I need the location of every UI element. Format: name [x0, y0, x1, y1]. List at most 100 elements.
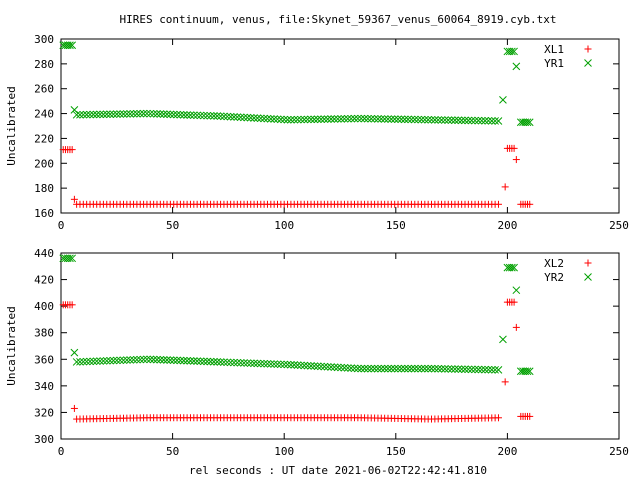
- data-point: [474, 365, 483, 374]
- data-point: [374, 115, 382, 123]
- data-point: [176, 356, 185, 365]
- data-point: [133, 109, 141, 118]
- y-tick-label: 400: [34, 300, 54, 313]
- data-point: [290, 361, 299, 369]
- data-point: [427, 115, 436, 124]
- data-point: [481, 365, 489, 374]
- y-tick-label: 220: [34, 132, 54, 145]
- x-tick-label: 0: [58, 219, 65, 232]
- data-point: [454, 365, 463, 373]
- data-point: [149, 109, 158, 118]
- data-point: [317, 115, 325, 124]
- data-point: [380, 115, 389, 123]
- data-point: [109, 110, 118, 119]
- data-point: [444, 365, 453, 373]
- data-point: [230, 113, 238, 121]
- data-point: [126, 110, 135, 118]
- series-XL2: [59, 298, 534, 423]
- data-point: [293, 361, 302, 369]
- data-point: [394, 364, 402, 373]
- plot-frame: [60, 38, 620, 214]
- data-point: [303, 361, 312, 370]
- data-point: [310, 362, 319, 370]
- data-point: [364, 114, 372, 123]
- data-point: [290, 115, 299, 124]
- x-tick-label: 200: [497, 219, 517, 232]
- data-point: [512, 156, 520, 164]
- data-point: [186, 111, 195, 119]
- data-point: [119, 110, 128, 118]
- data-point: [143, 109, 151, 118]
- data-point: [471, 116, 479, 125]
- data-point: [189, 111, 198, 120]
- data-point: [216, 358, 225, 366]
- data-point: [320, 115, 329, 124]
- data-point: [86, 357, 94, 366]
- data-point: [96, 110, 104, 119]
- data-point: [360, 114, 369, 123]
- data-point: [487, 365, 496, 374]
- data-point: [263, 114, 272, 123]
- data-point: [494, 117, 503, 125]
- data-point: [276, 360, 285, 369]
- data-point: [457, 365, 466, 374]
- data-point: [266, 114, 275, 123]
- data-point: [143, 355, 151, 364]
- x-tick-label: 50: [166, 219, 179, 232]
- y-tick-label: 420: [34, 274, 54, 287]
- data-point: [499, 96, 507, 104]
- x-tick-label: 250: [609, 219, 629, 232]
- data-point: [72, 110, 81, 119]
- x-tick-label: 100: [274, 219, 294, 232]
- data-point: [109, 356, 118, 365]
- data-point: [236, 113, 245, 122]
- data-point: [273, 115, 282, 124]
- data-point: [427, 364, 436, 373]
- data-point: [512, 323, 520, 331]
- data-point: [370, 364, 379, 373]
- data-point: [287, 115, 295, 124]
- data-point: [106, 356, 114, 365]
- data-point: [343, 114, 352, 123]
- data-point: [390, 115, 399, 124]
- data-point: [434, 116, 443, 124]
- data-point: [374, 364, 382, 373]
- data-point: [89, 357, 98, 366]
- data-point: [210, 357, 218, 366]
- data-point: [367, 114, 376, 123]
- data-point: [510, 263, 518, 272]
- data-point: [129, 355, 138, 364]
- data-point: [417, 115, 426, 124]
- data-point: [410, 115, 419, 124]
- y-tick-label: 340: [34, 380, 54, 393]
- data-point: [99, 110, 108, 119]
- data-point: [387, 115, 396, 123]
- data-point: [159, 110, 168, 119]
- data-point: [139, 109, 148, 118]
- data-point: [461, 365, 469, 374]
- chart-title: HIRES continuum, venus, file:Skynet_5936…: [119, 13, 556, 26]
- data-point: [119, 356, 128, 365]
- data-point: [434, 364, 443, 373]
- data-point: [508, 263, 516, 272]
- data-point: [136, 109, 145, 118]
- data-point: [70, 404, 78, 412]
- data-point: [146, 109, 155, 118]
- data-point: [233, 113, 242, 121]
- data-point: [193, 357, 202, 366]
- data-point: [337, 363, 345, 372]
- data-point: [397, 364, 406, 373]
- data-point: [233, 358, 242, 367]
- data-point: [420, 115, 429, 124]
- data-point: [387, 364, 396, 373]
- data-point: [424, 115, 433, 124]
- data-point: [179, 110, 188, 119]
- data-point: [317, 362, 325, 371]
- data-point: [250, 114, 258, 122]
- data-point: [112, 356, 121, 365]
- panel-2: 0 50 100 150 200 250 300 320 340 360 380 400 420 440 U…: [5, 247, 629, 458]
- data-point: [340, 363, 349, 372]
- data-point: [263, 359, 272, 368]
- data-point: [196, 357, 205, 366]
